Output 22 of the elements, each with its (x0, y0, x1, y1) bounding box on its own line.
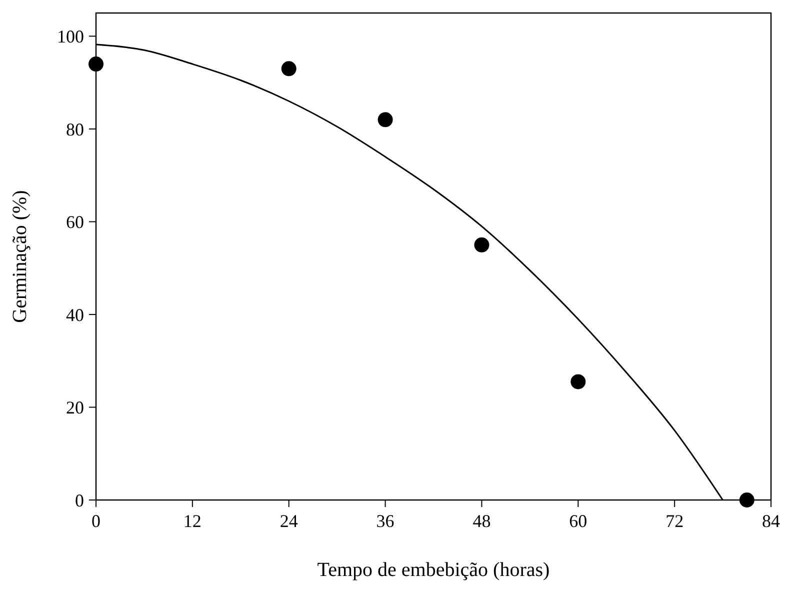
point (570, 374, 586, 390)
x-tick-label: 72 (666, 511, 684, 531)
y-tick-label: 60 (66, 212, 84, 232)
x-tick-label: 12 (183, 511, 202, 531)
y-axis-title: Germinação (%) (9, 190, 31, 323)
y-tick-label: 20 (66, 398, 84, 418)
x-tick-label: 0 (92, 511, 100, 531)
point (739, 492, 754, 508)
point (474, 237, 490, 252)
point (281, 61, 296, 76)
x-tick-label: 24 (280, 511, 298, 531)
y-tick-label: 40 (66, 304, 84, 325)
x-tick-label: 60 (569, 511, 588, 531)
y-tick-label: 0 (75, 490, 84, 510)
x-tick-label: 36 (376, 511, 394, 531)
y-tick-label: 80 (66, 119, 84, 140)
x-tick-label: 84 (762, 511, 780, 531)
point (378, 112, 393, 128)
point (88, 56, 104, 72)
x-tick-label: 48 (472, 511, 491, 531)
x-axis-title: Tempo de embebição (horas) (317, 559, 550, 581)
y-tick-label: 100 (57, 26, 84, 46)
